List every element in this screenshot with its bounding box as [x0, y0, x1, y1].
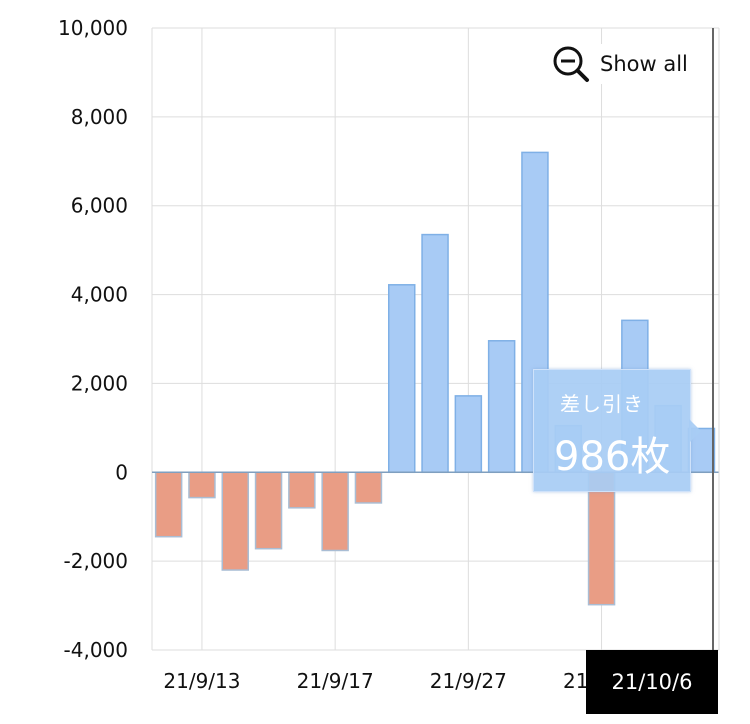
bar-negative[interactable] [254, 471, 283, 550]
bar-positive[interactable] [487, 340, 516, 474]
bar-negative[interactable] [321, 471, 349, 552]
tooltip-arrow [689, 419, 701, 443]
tooltip-series-name: 差し引き [560, 392, 644, 416]
y-tick-label: 4,000 [71, 283, 128, 307]
tooltip-value: 986枚 [554, 434, 671, 480]
y-tick-label: 8,000 [71, 105, 128, 129]
y-tick-label: -4,000 [64, 638, 128, 662]
bar-negative[interactable] [188, 471, 216, 499]
bar-negative[interactable] [221, 471, 249, 571]
show-all-button[interactable]: Show all [552, 44, 694, 84]
x-tick-label: 21/9/13 [163, 669, 240, 693]
bar-negative[interactable] [354, 471, 383, 504]
y-axis-labels: 10,000 8,000 6,000 4,000 2,000 0 -2,000 -4,000 [58, 16, 128, 662]
y-tick-label: 10,000 [58, 16, 128, 40]
value-tooltip: 差し引き 986枚 [533, 369, 691, 492]
zoom-out-icon [553, 46, 589, 82]
bar-negative[interactable] [288, 471, 316, 509]
bar-positive[interactable] [421, 233, 449, 474]
bar-negative[interactable] [587, 471, 616, 606]
y-tick-label: 0 [115, 460, 128, 484]
x-tick-label: 21/9/17 [297, 669, 374, 693]
y-tick-label: -2,000 [64, 549, 128, 573]
bar-positive[interactable] [388, 284, 416, 474]
x-tick-label: 21/9/27 [430, 669, 507, 693]
show-all-label: Show all [600, 52, 688, 76]
y-tick-label: 6,000 [71, 194, 128, 218]
y-tick-label: 2,000 [71, 371, 128, 395]
bar-negative[interactable] [154, 471, 183, 538]
bar-positive[interactable] [454, 395, 483, 474]
crosshair-date-label: 21/10/6 [586, 650, 718, 714]
